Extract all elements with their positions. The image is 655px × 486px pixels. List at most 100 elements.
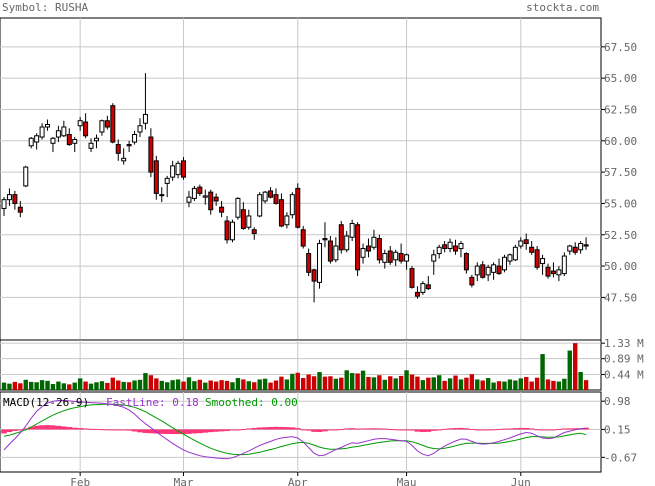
candle-body (382, 253, 388, 263)
candle (518, 237, 524, 249)
candle-body (474, 265, 480, 276)
candle-body (458, 243, 464, 250)
volume-bar (213, 381, 219, 390)
volume-bar (116, 380, 121, 390)
volume-bar (573, 343, 578, 390)
volume-bar (165, 382, 170, 390)
volume-bar (203, 382, 208, 390)
candle-body (414, 291, 420, 297)
macd-histogram-bar (550, 429, 557, 431)
candle (507, 253, 513, 265)
macd-histogram-bar (262, 427, 268, 430)
candle-body (420, 283, 426, 293)
macd-histogram-bar (463, 428, 470, 430)
volume-bar (583, 380, 589, 390)
candle-body (83, 121, 89, 137)
candle-body (529, 246, 535, 253)
candle (153, 155, 159, 200)
candle-body (409, 268, 415, 288)
volume-bar (431, 377, 436, 390)
candle (376, 234, 382, 264)
volume-bar (545, 379, 551, 390)
candle (512, 244, 518, 262)
macd-panel (0, 391, 602, 473)
volume-bar (437, 375, 442, 390)
candle (61, 120, 67, 138)
volume-bar (273, 380, 279, 390)
price-tick-label: 52.50 (604, 229, 637, 242)
volume-bar (77, 378, 83, 390)
volume-bar (181, 381, 186, 390)
volume-bar (279, 376, 284, 390)
volume-tick-label: 0.44 M (604, 369, 644, 382)
candle-body (273, 194, 279, 204)
candle (550, 262, 556, 278)
volume-bar (524, 376, 529, 390)
candle-body (28, 137, 34, 147)
price-grid (0, 18, 601, 340)
macd-tick-label: 0.98 (604, 395, 631, 408)
volume-bar (388, 376, 393, 390)
candle (202, 189, 208, 205)
candle-body (545, 266, 551, 277)
price-tick-label: 57.50 (604, 166, 637, 179)
candle (414, 286, 420, 299)
volume-tick-label: 1.33 M (604, 337, 644, 350)
candle (463, 252, 469, 274)
candle (39, 123, 45, 140)
candle-body (469, 276, 475, 286)
candle-body (39, 126, 45, 138)
candle-body (23, 166, 29, 187)
candle (55, 125, 61, 143)
volume-bar (61, 383, 67, 390)
volume-bar (311, 376, 317, 390)
macd-histogram-bar (50, 425, 56, 430)
macd-histogram-bar (441, 428, 448, 430)
symbol-label: Symbol: RUSHA (2, 1, 88, 14)
macd-histogram-bar (169, 429, 176, 435)
candle (540, 254, 546, 275)
volume-bar (56, 381, 61, 390)
candle (1, 197, 7, 216)
macd-histogram-bar (33, 425, 40, 430)
candle (148, 128, 154, 178)
candle-body (235, 197, 241, 218)
macd-histogram-bar (300, 429, 306, 431)
volume-bar (360, 370, 366, 390)
candle (295, 183, 301, 229)
macd-histogram-bar (507, 428, 513, 430)
macd-histogram-bar (82, 428, 89, 430)
candle-body (148, 136, 154, 173)
candle-body (34, 135, 40, 143)
macd-histogram-bar (115, 429, 122, 431)
candle (34, 133, 40, 150)
macd-histogram-bar (539, 429, 546, 431)
volume-bar (241, 379, 246, 390)
month-label: Apr (288, 476, 308, 486)
candle (480, 261, 486, 279)
candle (164, 175, 170, 198)
candle (300, 225, 306, 249)
volume-bar (502, 381, 507, 390)
candle (322, 222, 328, 248)
candle-body (126, 144, 132, 147)
candle (224, 215, 230, 244)
candle-body (295, 187, 301, 228)
candle-body (17, 206, 23, 213)
volume-bar (159, 380, 164, 390)
candle (529, 241, 535, 255)
candle (278, 193, 284, 228)
candle-body (219, 206, 225, 213)
macd-histogram-bar (77, 428, 83, 430)
candle-body (262, 191, 268, 202)
volume-bar (284, 379, 290, 390)
volume-bar (143, 373, 148, 390)
price-tick-label: 65.00 (604, 72, 637, 85)
candle (77, 116, 83, 131)
candle (306, 248, 312, 277)
macd-histogram-bar (164, 429, 170, 434)
candle-body (213, 196, 219, 202)
candle (474, 262, 480, 282)
x-axis-month-labels: Feb Mar Apr Mau Jun (70, 472, 531, 486)
macd-histogram-bar (17, 429, 24, 431)
